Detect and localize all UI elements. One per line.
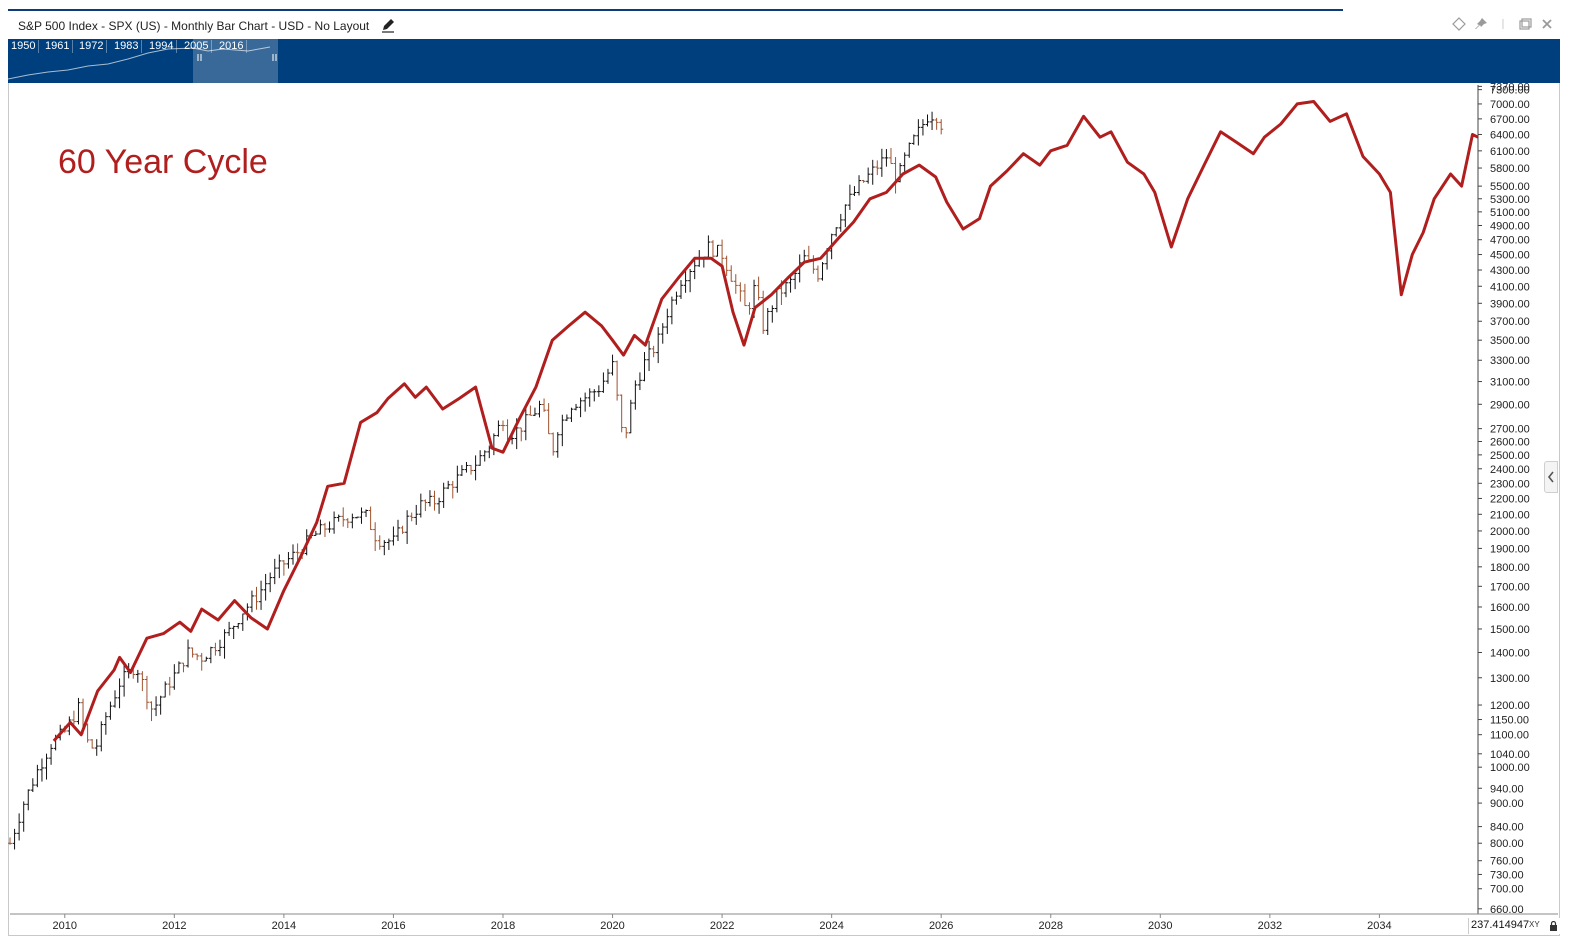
readout-value: 237.414947	[1471, 919, 1530, 931]
y-tick-label: 7300.00	[1490, 85, 1530, 97]
y-tick-label: 1500.00	[1490, 624, 1530, 636]
y-tick-label: 4100.00	[1490, 281, 1530, 293]
x-tick-label: 2014	[272, 920, 296, 932]
y-tick-label: 2600.00	[1490, 437, 1530, 449]
navigator-year[interactable]: 1983	[111, 40, 143, 53]
y-tick-label: 4500.00	[1490, 250, 1530, 262]
x-tick-label: 2024	[819, 920, 843, 932]
y-tick-label: 760.00	[1490, 856, 1524, 868]
y-tick-label: 1040.00	[1490, 749, 1530, 761]
navigator-year[interactable]: 1950	[8, 40, 40, 53]
chevron-left-icon	[1547, 471, 1554, 483]
y-tick-label: 5100.00	[1490, 207, 1530, 219]
y-tick-label: 1000.00	[1490, 762, 1530, 774]
y-tick-label: 700.00	[1490, 884, 1524, 896]
y-tick-label: 3300.00	[1490, 355, 1530, 367]
y-tick-label: 730.00	[1490, 869, 1524, 881]
navigator-year[interactable]: 1961	[42, 40, 74, 53]
y-tick-label: 1100.00	[1490, 730, 1529, 742]
pencil-icon[interactable]	[380, 17, 396, 33]
xy-mode-badge[interactable]: XY	[1529, 920, 1540, 929]
y-tick-label: 4300.00	[1490, 265, 1530, 277]
cycle-annotation-label: 60 Year Cycle	[58, 143, 268, 181]
y-tick-label: 1900.00	[1490, 543, 1530, 555]
x-tick-label: 2026	[929, 920, 953, 932]
y-tick-label: 6700.00	[1490, 114, 1530, 126]
navigator-year[interactable]: 2005	[181, 40, 213, 53]
y-tick-label: 3100.00	[1490, 377, 1530, 389]
y-tick-label: 2700.00	[1490, 424, 1530, 436]
y-tick-label: 5800.00	[1490, 163, 1530, 175]
y-tick-label: 6400.00	[1490, 129, 1530, 141]
y-tick-label: 4900.00	[1490, 221, 1530, 233]
price-readout: 237.414947 XY	[1468, 918, 1561, 934]
y-tick-label: 4700.00	[1490, 235, 1530, 247]
x-tick-label: 2032	[1258, 920, 1282, 932]
x-tick-label: 2010	[53, 920, 77, 932]
y-tick-label: 660.00	[1490, 904, 1524, 916]
y-tick-label: 7000.00	[1490, 99, 1530, 111]
y-tick-label: 2200.00	[1490, 493, 1530, 505]
y-tick-label: 2500.00	[1490, 450, 1530, 462]
x-tick-label: 2028	[1039, 920, 1063, 932]
pin-icon[interactable]	[1474, 17, 1488, 31]
y-tick-label: 5300.00	[1490, 194, 1530, 206]
y-tick-label: 2400.00	[1490, 464, 1530, 476]
y-tick-label: 1150.00	[1490, 715, 1529, 727]
restore-icon[interactable]	[1518, 17, 1532, 31]
y-tick-label: 1300.00	[1490, 673, 1530, 685]
y-tick-label: 2900.00	[1490, 399, 1530, 411]
y-tick-label: 2100.00	[1490, 509, 1530, 521]
y-tick-label: 1600.00	[1490, 602, 1530, 614]
x-tick-label: 2022	[710, 920, 734, 932]
y-tick-label: 7370.00	[1490, 81, 1530, 93]
time-navigator[interactable]: 1950 1961 1972 1983 1994 2005 2016	[8, 39, 1560, 83]
x-tick-label: 2020	[600, 920, 624, 932]
y-tick-label: 1200.00	[1490, 700, 1530, 712]
y-tick-label: 800.00	[1490, 838, 1524, 850]
navigator-selection-window[interactable]	[193, 39, 278, 83]
y-tick-label: 3700.00	[1490, 316, 1530, 328]
x-tick-label: 2016	[381, 920, 405, 932]
y-tick-label: 3900.00	[1490, 298, 1530, 310]
close-icon[interactable]	[1540, 17, 1554, 31]
chart-title-bar: S&P 500 Index - SPX (US) - Monthly Bar C…	[8, 12, 1560, 39]
y-tick-label: 2000.00	[1490, 526, 1530, 538]
cycle-projection-line	[52, 100, 1479, 742]
x-tick-label: 2030	[1148, 920, 1172, 932]
y-tick-label: 5500.00	[1490, 181, 1530, 193]
y-tick-label: 840.00	[1490, 822, 1524, 834]
lock-icon[interactable]	[1549, 921, 1558, 931]
load-progress-bar	[8, 9, 1343, 11]
y-tick-label: 1400.00	[1490, 647, 1530, 659]
x-tick-label: 2034	[1367, 920, 1391, 932]
navigator-year[interactable]: 1972	[76, 40, 108, 53]
y-tick-label: 1800.00	[1490, 562, 1530, 574]
y-tick-label: 6100.00	[1490, 146, 1530, 158]
separator-icon	[1502, 19, 1504, 29]
y-tick-label: 900.00	[1490, 798, 1524, 810]
navigator-sparkline	[8, 46, 277, 80]
chart-plot-frame[interactable]	[8, 83, 1560, 936]
y-tick-label: 3500.00	[1490, 335, 1530, 347]
side-panel-toggle[interactable]	[1544, 461, 1558, 493]
y-tick-label: 1700.00	[1490, 581, 1530, 593]
chart-title: S&P 500 Index - SPX (US) - Monthly Bar C…	[18, 19, 370, 33]
x-tick-label: 2018	[491, 920, 515, 932]
y-tick-label: 940.00	[1490, 783, 1524, 795]
diamond-icon[interactable]	[1452, 17, 1466, 31]
y-tick-label: 2300.00	[1490, 478, 1530, 490]
x-tick-label: 2012	[162, 920, 186, 932]
